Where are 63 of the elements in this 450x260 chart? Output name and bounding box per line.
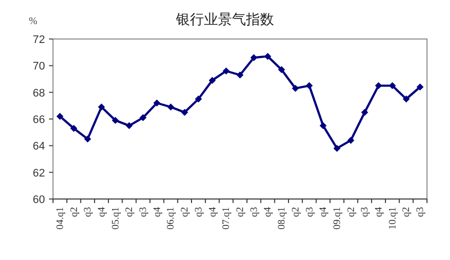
- point: [264, 52, 272, 60]
- y-tick-label: 72: [32, 34, 45, 46]
- point: [84, 136, 92, 142]
- point: [416, 84, 424, 90]
- point: [112, 116, 119, 124]
- point: [320, 122, 327, 130]
- y-tick-label: 68: [32, 87, 45, 100]
- x-tick-label: q3: [304, 207, 316, 217]
- point: [208, 76, 216, 84]
- point: [347, 136, 354, 144]
- x-tick-label: q4: [152, 207, 163, 217]
- x-tick-label: q4: [96, 207, 108, 217]
- point: [98, 104, 105, 110]
- point: [153, 100, 160, 106]
- point: [361, 108, 368, 116]
- x-tick-label: 08.q1: [276, 207, 288, 230]
- x-tick-label: q3: [248, 207, 260, 217]
- x-tick-label: 09.q1: [332, 207, 343, 230]
- point: [140, 114, 147, 122]
- x-tick-label: q2: [235, 207, 246, 217]
- x-tick-label: q3: [360, 207, 371, 217]
- x-tick-label: q3: [82, 207, 94, 217]
- x-tick-label: q3: [193, 207, 204, 217]
- x-tick-label: 04.q1: [54, 207, 66, 230]
- point: [250, 54, 258, 62]
- x-tick-label: q3: [138, 207, 150, 217]
- x-tick-label: 06.q1: [166, 207, 177, 230]
- point: [222, 68, 230, 74]
- x-tick-label: q4: [374, 207, 385, 217]
- chart-title: 银行业景气指数: [175, 11, 274, 27]
- point: [388, 82, 396, 90]
- y-tick-label: 64: [32, 140, 45, 153]
- point: [56, 112, 64, 120]
- point: [306, 82, 313, 90]
- point: [375, 82, 382, 90]
- point: [70, 124, 78, 132]
- x-tick-label: q4: [262, 207, 274, 217]
- x-tick-label: q2: [68, 207, 80, 217]
- x-tick-label: q2: [180, 207, 191, 217]
- x-tick-label: q2: [346, 207, 357, 217]
- x-tick-label: 10.q1: [387, 207, 398, 230]
- x-tick-label: q2: [124, 207, 136, 217]
- x-tick-label: q4: [207, 207, 218, 217]
- point: [181, 108, 188, 116]
- point: [333, 144, 340, 152]
- x-tick-label: q3: [415, 207, 426, 217]
- point: [278, 66, 286, 74]
- x-tick-label: 05.q1: [110, 207, 122, 230]
- x-tick-label: q2: [290, 207, 302, 217]
- x-tick-label: q4: [318, 207, 330, 217]
- point: [402, 96, 410, 102]
- point: [126, 122, 133, 130]
- x-tick-label: q2: [401, 207, 412, 217]
- y-tick-label: 62: [32, 167, 45, 180]
- y-tick-label: 60: [32, 194, 45, 206]
- point: [236, 72, 244, 78]
- y-tick-label: 66: [32, 114, 45, 126]
- x-tick-label: 07.q1: [221, 207, 232, 230]
- point: [167, 104, 174, 110]
- y-tick-label: 70: [32, 60, 45, 73]
- y-axis-title: %: [28, 16, 38, 27]
- point: [194, 96, 202, 102]
- point: [292, 84, 299, 92]
